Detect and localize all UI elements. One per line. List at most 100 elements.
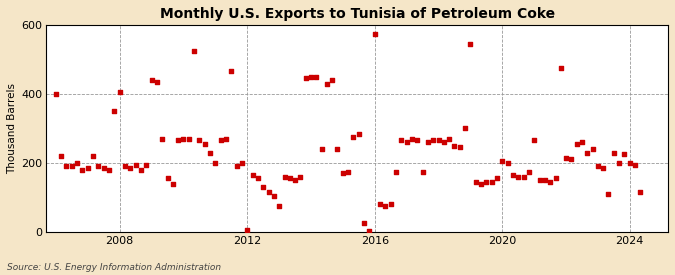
Point: [162, 176, 173, 181]
Point: [236, 161, 247, 165]
Text: Source: U.S. Energy Information Administration: Source: U.S. Energy Information Administ…: [7, 263, 221, 272]
Point: [146, 78, 157, 82]
Point: [167, 182, 178, 186]
Point: [428, 138, 439, 143]
Point: [502, 161, 513, 165]
Point: [178, 137, 189, 141]
Point: [348, 135, 359, 139]
Point: [593, 164, 603, 169]
Point: [423, 140, 433, 144]
Point: [316, 147, 327, 151]
Point: [614, 161, 624, 165]
Point: [119, 164, 130, 169]
Point: [194, 138, 205, 143]
Point: [635, 190, 646, 194]
Point: [258, 185, 269, 189]
Point: [67, 164, 78, 169]
Point: [491, 176, 502, 181]
Point: [99, 166, 109, 170]
Point: [109, 109, 119, 113]
Point: [173, 138, 184, 143]
Point: [518, 175, 529, 179]
Point: [603, 192, 614, 196]
Point: [545, 180, 556, 184]
Point: [561, 156, 572, 160]
Point: [210, 161, 221, 165]
Point: [125, 166, 136, 170]
Point: [284, 176, 295, 181]
Point: [252, 176, 263, 181]
Point: [481, 180, 492, 184]
Point: [454, 145, 465, 150]
Point: [619, 152, 630, 156]
Point: [300, 76, 311, 81]
Point: [88, 154, 99, 158]
Point: [221, 137, 232, 141]
Point: [188, 49, 199, 53]
Point: [77, 167, 88, 172]
Point: [247, 173, 258, 177]
Point: [354, 131, 364, 136]
Y-axis label: Thousand Barrels: Thousand Barrels: [7, 83, 17, 174]
Point: [290, 178, 300, 182]
Point: [311, 75, 322, 79]
Point: [412, 138, 423, 143]
Point: [582, 150, 593, 155]
Point: [439, 140, 450, 144]
Point: [449, 144, 460, 148]
Point: [263, 190, 274, 194]
Point: [396, 138, 406, 143]
Point: [226, 69, 237, 74]
Point: [443, 137, 454, 141]
Point: [279, 175, 290, 179]
Point: [343, 169, 354, 174]
Point: [497, 159, 508, 163]
Point: [205, 150, 215, 155]
Point: [487, 180, 497, 184]
Point: [61, 164, 72, 169]
Point: [587, 147, 598, 151]
Point: [274, 204, 285, 208]
Point: [184, 137, 194, 141]
Point: [375, 202, 385, 207]
Point: [338, 171, 348, 175]
Point: [433, 138, 444, 143]
Title: Monthly U.S. Exports to Tunisia of Petroleum Coke: Monthly U.S. Exports to Tunisia of Petro…: [160, 7, 555, 21]
Point: [598, 166, 609, 170]
Point: [82, 166, 93, 170]
Point: [608, 150, 619, 155]
Point: [114, 90, 125, 94]
Point: [157, 137, 167, 141]
Point: [465, 42, 476, 46]
Point: [295, 175, 306, 179]
Point: [369, 31, 380, 36]
Point: [513, 175, 524, 179]
Point: [523, 169, 534, 174]
Point: [550, 176, 561, 181]
Point: [508, 173, 518, 177]
Point: [401, 140, 412, 144]
Point: [359, 221, 370, 226]
Point: [306, 75, 317, 79]
Point: [56, 154, 67, 158]
Point: [321, 81, 332, 86]
Point: [576, 140, 587, 144]
Point: [534, 178, 545, 182]
Point: [51, 92, 61, 96]
Point: [556, 66, 566, 70]
Point: [215, 138, 226, 143]
Point: [104, 167, 115, 172]
Point: [385, 202, 396, 207]
Point: [529, 138, 539, 143]
Point: [475, 182, 486, 186]
Point: [624, 161, 635, 165]
Point: [406, 137, 417, 141]
Point: [130, 163, 141, 167]
Point: [152, 80, 163, 84]
Point: [232, 164, 242, 169]
Point: [327, 78, 338, 82]
Point: [268, 194, 279, 198]
Point: [630, 163, 641, 167]
Point: [136, 167, 146, 172]
Point: [571, 142, 582, 146]
